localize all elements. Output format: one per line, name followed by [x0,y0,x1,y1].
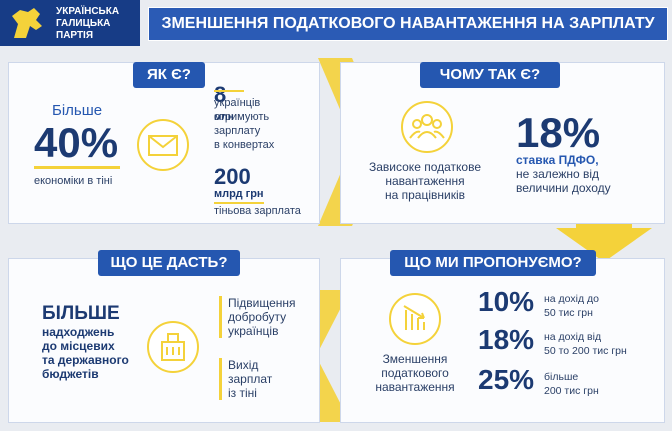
panel-heading: ЩО ЦЕ ДАСТЬ? [98,250,240,276]
underline [34,166,120,169]
big-number: 8 [214,82,227,107]
rate-desc: на дохід від 50 то 200 тис грн [544,331,627,357]
logo-lion [12,8,42,38]
item-bar [219,296,222,338]
rate: 10% [478,286,535,317]
rate: 25% [478,364,535,395]
text: Зменшення податкового навантаження [375,352,455,394]
big-number: 40% [34,119,119,166]
text: надходжень до місцевих та державного бюд… [42,325,129,381]
item: Підвищення добробуту українців [228,296,296,338]
text: БІЛЬШЕ [42,303,120,324]
unit: млрд грн [214,188,264,200]
rate: 18% [478,324,535,355]
underline [214,202,264,204]
stat: 8 млн [214,66,234,125]
panel-why [340,62,665,224]
panel-heading: ЩО МИ ПРОПОНУЄМО? [390,250,596,276]
panel-heading: ЧОМУ ТАК Є? [420,62,560,88]
icon-envelope [137,119,189,171]
big-number: 200 [214,164,251,189]
text: економіки в тіні [34,175,113,187]
text: ставка ПДФО, [516,153,599,167]
icon-building [147,321,199,373]
underline [214,90,244,92]
header-title: ЗМЕНШЕННЯ ПОДАТКОВОГО НАВАНТАЖЕННЯ НА ЗА… [148,7,668,41]
unit: млн [214,112,234,123]
text: Зависоке податкове навантаження на праці… [369,160,481,202]
panel-heading: ЯК Є? [133,62,205,88]
icon-chart [389,293,441,345]
text: тіньова зарплата [214,205,301,217]
big-number: 18% [516,109,601,156]
party-name: УКРАЇНСЬКА ГАЛИЦЬКА ПАРТІЯ [56,6,120,41]
panel-how [8,62,320,224]
panel-proposal [340,258,665,423]
item-bar [219,358,222,400]
text: не залежно від величини доходу [516,167,611,195]
icon-people [401,101,453,153]
arrow-down [556,212,652,262]
rate-desc: більше 200 тис грн [544,371,599,397]
item: Вихід зарплат із тіні [228,358,273,400]
text: українців отримують зарплату в конвертах [214,97,275,151]
text: Більше [52,102,103,119]
rate-desc: на дохід до 50 тис грн [544,293,599,319]
